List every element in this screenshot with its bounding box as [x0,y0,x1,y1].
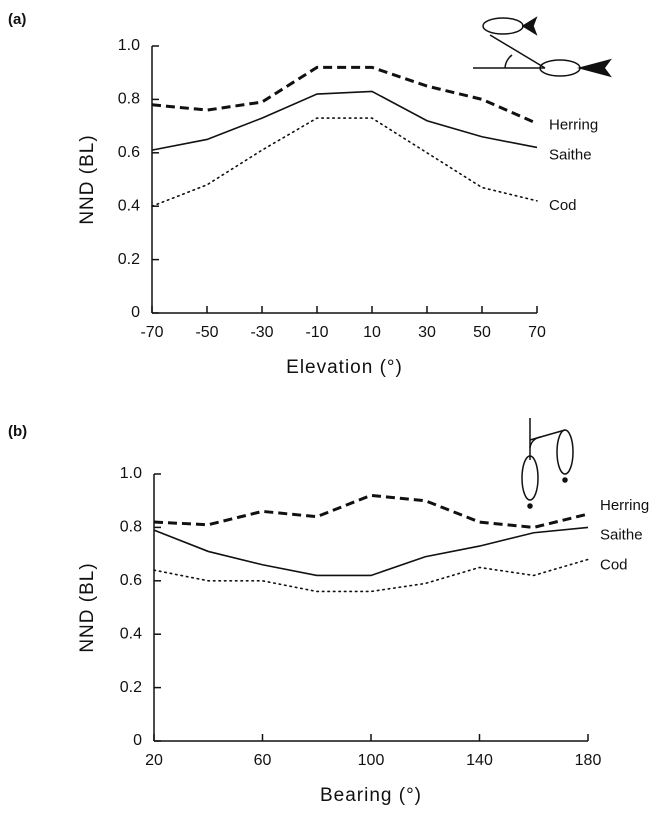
series-line [151,90,538,151]
series-label: Saithe [600,526,643,543]
y-axis-label: NND (BL) [77,562,98,652]
series-label: Cod [600,556,628,573]
series-line [153,526,589,577]
y-tick-label: 0.2 [118,251,140,268]
x-tick-label: 100 [358,752,385,769]
y-tick-label: 0.4 [120,625,142,642]
series-label: Herring [549,116,598,133]
series-line [151,65,538,125]
y-tick-label: 0.8 [118,91,140,108]
y-tick-label: 0 [133,732,142,749]
x-tick-label: 140 [466,752,493,769]
fish-icon-a [473,16,612,78]
x-tick-label: 20 [145,752,163,769]
x-axis-label: Bearing (°) [320,785,422,806]
y-tick-label: 0.6 [120,572,142,589]
series-label: Herring [600,497,649,514]
series-line [153,493,589,529]
series-label: Saithe [549,146,592,163]
x-tick-label: 30 [418,324,436,341]
x-tick-label: 10 [363,324,381,341]
y-tick-label: 0.2 [120,679,142,696]
panel-label: (b) [8,423,27,440]
x-tick-label: -70 [140,324,163,341]
y-axis-label: NND (BL) [77,134,98,224]
x-tick-label: 50 [473,324,491,341]
y-tick-label: 1.0 [118,37,140,54]
series-line [151,117,538,207]
x-axis-label: Elevation (°) [286,357,403,378]
panel-label: (a) [8,11,26,28]
x-tick-label: 180 [575,752,602,769]
y-tick-label: 0 [131,304,140,321]
series-label: Cod [549,197,577,214]
series-line [153,558,589,593]
y-tick-label: 0.8 [120,519,142,536]
y-tick-label: 1.0 [120,465,142,482]
x-tick-label: -50 [195,324,218,341]
x-tick-label: -10 [305,324,328,341]
y-tick-label: 0.4 [118,197,140,214]
fish-icon-b [521,418,574,509]
y-tick-label: 0.6 [118,144,140,161]
x-tick-label: 70 [528,324,546,341]
x-tick-label: -30 [250,324,273,341]
x-tick-label: 60 [254,752,272,769]
